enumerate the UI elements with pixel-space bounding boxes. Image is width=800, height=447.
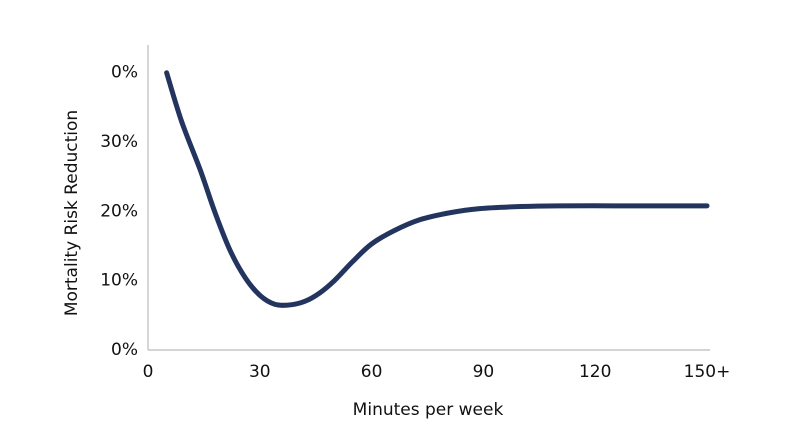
x-axis-label: Minutes per week: [353, 400, 504, 420]
y-tick-label: 0%: [111, 63, 138, 83]
x-tick-label: 30: [249, 362, 271, 382]
y-tick-label: 20%: [100, 201, 138, 221]
y-tick-label: 0%: [111, 340, 138, 360]
x-tick-label: 60: [361, 362, 383, 382]
x-tick-label: 90: [473, 362, 495, 382]
y-axis-label: Mortality Risk Reduction: [62, 110, 82, 316]
y-tick-label: 10%: [100, 271, 138, 291]
y-tick-label: 30%: [100, 132, 138, 152]
line-series: [164, 70, 710, 308]
x-tick-label: 150+: [684, 362, 731, 382]
x-tick-label: 120: [579, 362, 611, 382]
x-tick-label: 0: [143, 362, 154, 382]
